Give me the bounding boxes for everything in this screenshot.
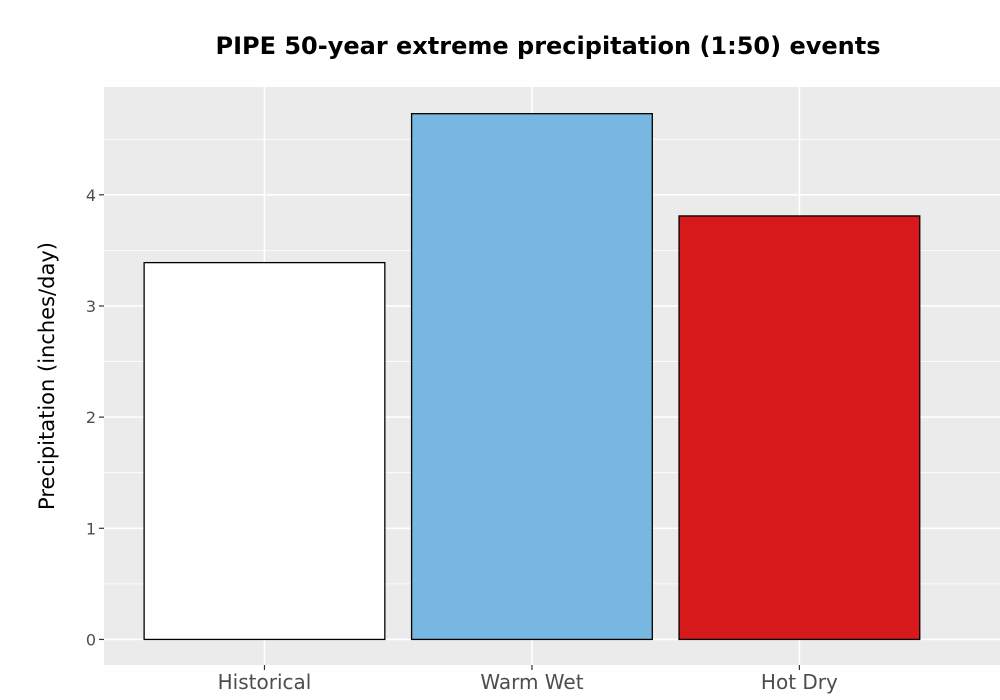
y-tick-label: 4 — [86, 186, 96, 205]
x-tick-label: Hot Dry — [761, 670, 838, 694]
x-axis-ticks: Historical Warm Wet Hot Dry — [218, 665, 838, 694]
bar-hot-dry — [678, 215, 921, 641]
y-tick-label: 3 — [86, 297, 96, 316]
y-tick-label: 1 — [86, 519, 96, 538]
chart-title: PIPE 50-year extreme precipitation (1:50… — [216, 32, 881, 60]
y-axis-label: Precipitation (inches/day) — [35, 242, 59, 510]
y-tick-label: 0 — [86, 630, 96, 649]
y-tick-label: 2 — [86, 408, 96, 427]
x-tick-label: Warm Wet — [480, 670, 583, 694]
y-axis-ticks: 0 1 2 3 4 — [86, 186, 104, 649]
bar-historical — [143, 261, 386, 641]
x-tick-label: Historical — [218, 670, 312, 694]
bars — [143, 113, 921, 641]
bar-warm-wet — [410, 113, 653, 641]
